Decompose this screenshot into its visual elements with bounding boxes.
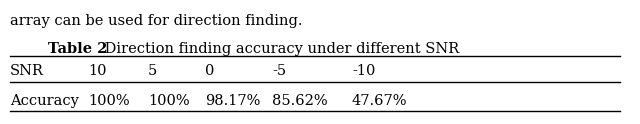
Text: -10: -10 <box>352 64 376 78</box>
Text: 85.62%: 85.62% <box>272 94 328 108</box>
Text: 98.17%: 98.17% <box>205 94 260 108</box>
Text: -5: -5 <box>272 64 286 78</box>
Text: 100%: 100% <box>148 94 189 108</box>
Text: Direction finding accuracy under different SNR: Direction finding accuracy under differe… <box>100 42 459 56</box>
Text: 5: 5 <box>148 64 157 78</box>
Text: array can be used for direction finding.: array can be used for direction finding. <box>10 14 303 28</box>
Text: 0: 0 <box>205 64 214 78</box>
Text: SNR: SNR <box>10 64 44 78</box>
Text: 10: 10 <box>88 64 106 78</box>
Text: Accuracy: Accuracy <box>10 94 79 108</box>
Text: Table 2: Table 2 <box>48 42 108 56</box>
Text: 100%: 100% <box>88 94 130 108</box>
Text: 47.67%: 47.67% <box>352 94 408 108</box>
